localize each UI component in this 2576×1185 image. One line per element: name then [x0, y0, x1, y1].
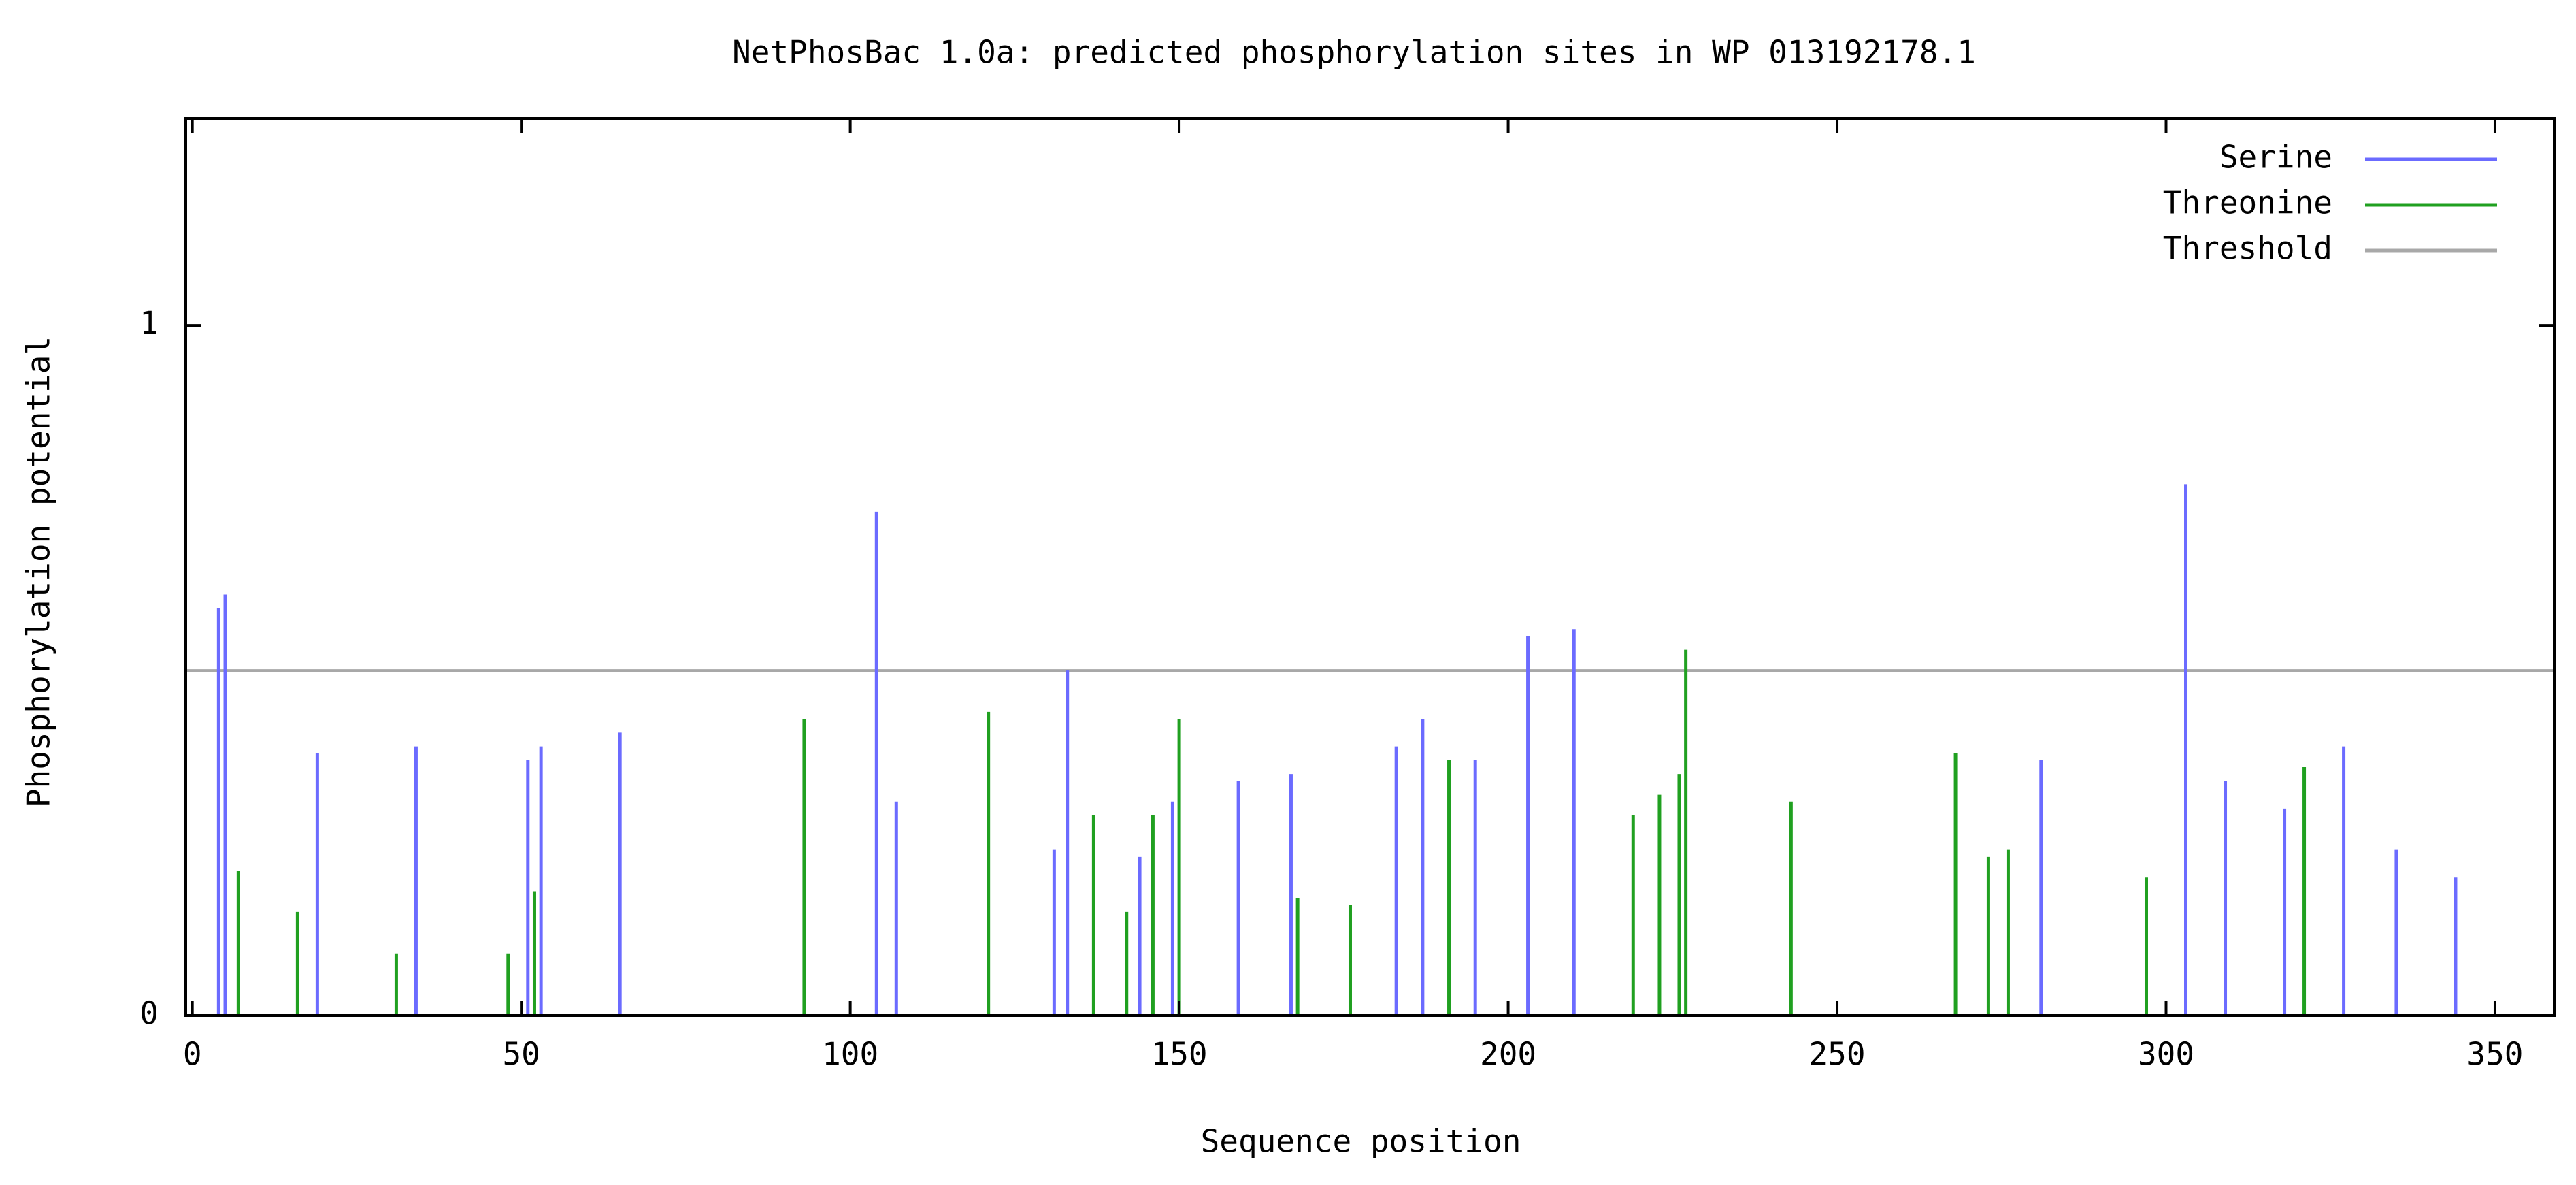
y-tick-label: 0 — [139, 995, 159, 1032]
x-tick-label: 0 — [183, 1036, 202, 1073]
legend-label: Threshold — [2163, 230, 2332, 267]
x-tick-label: 300 — [2138, 1036, 2194, 1073]
x-tick-label: 150 — [1151, 1036, 1208, 1073]
plot-frame — [184, 117, 2556, 1017]
legend-label: Serine — [2219, 139, 2332, 176]
x-tick-label: 100 — [822, 1036, 878, 1073]
x-tick-label: 250 — [1809, 1036, 1865, 1073]
y-axis-label: Phosphorylation potential — [20, 336, 57, 807]
x-tick-label: 50 — [502, 1036, 540, 1073]
x-axis-label: Sequence position — [1201, 1123, 1521, 1160]
x-tick-label: 200 — [1480, 1036, 1536, 1073]
x-tick-label: 350 — [2466, 1036, 2523, 1073]
chart-title: NetPhosBac 1.0a: predicted phosphorylati… — [732, 34, 1976, 71]
y-tick-label: 1 — [139, 305, 159, 342]
legend-label: Threonine — [2163, 184, 2332, 221]
